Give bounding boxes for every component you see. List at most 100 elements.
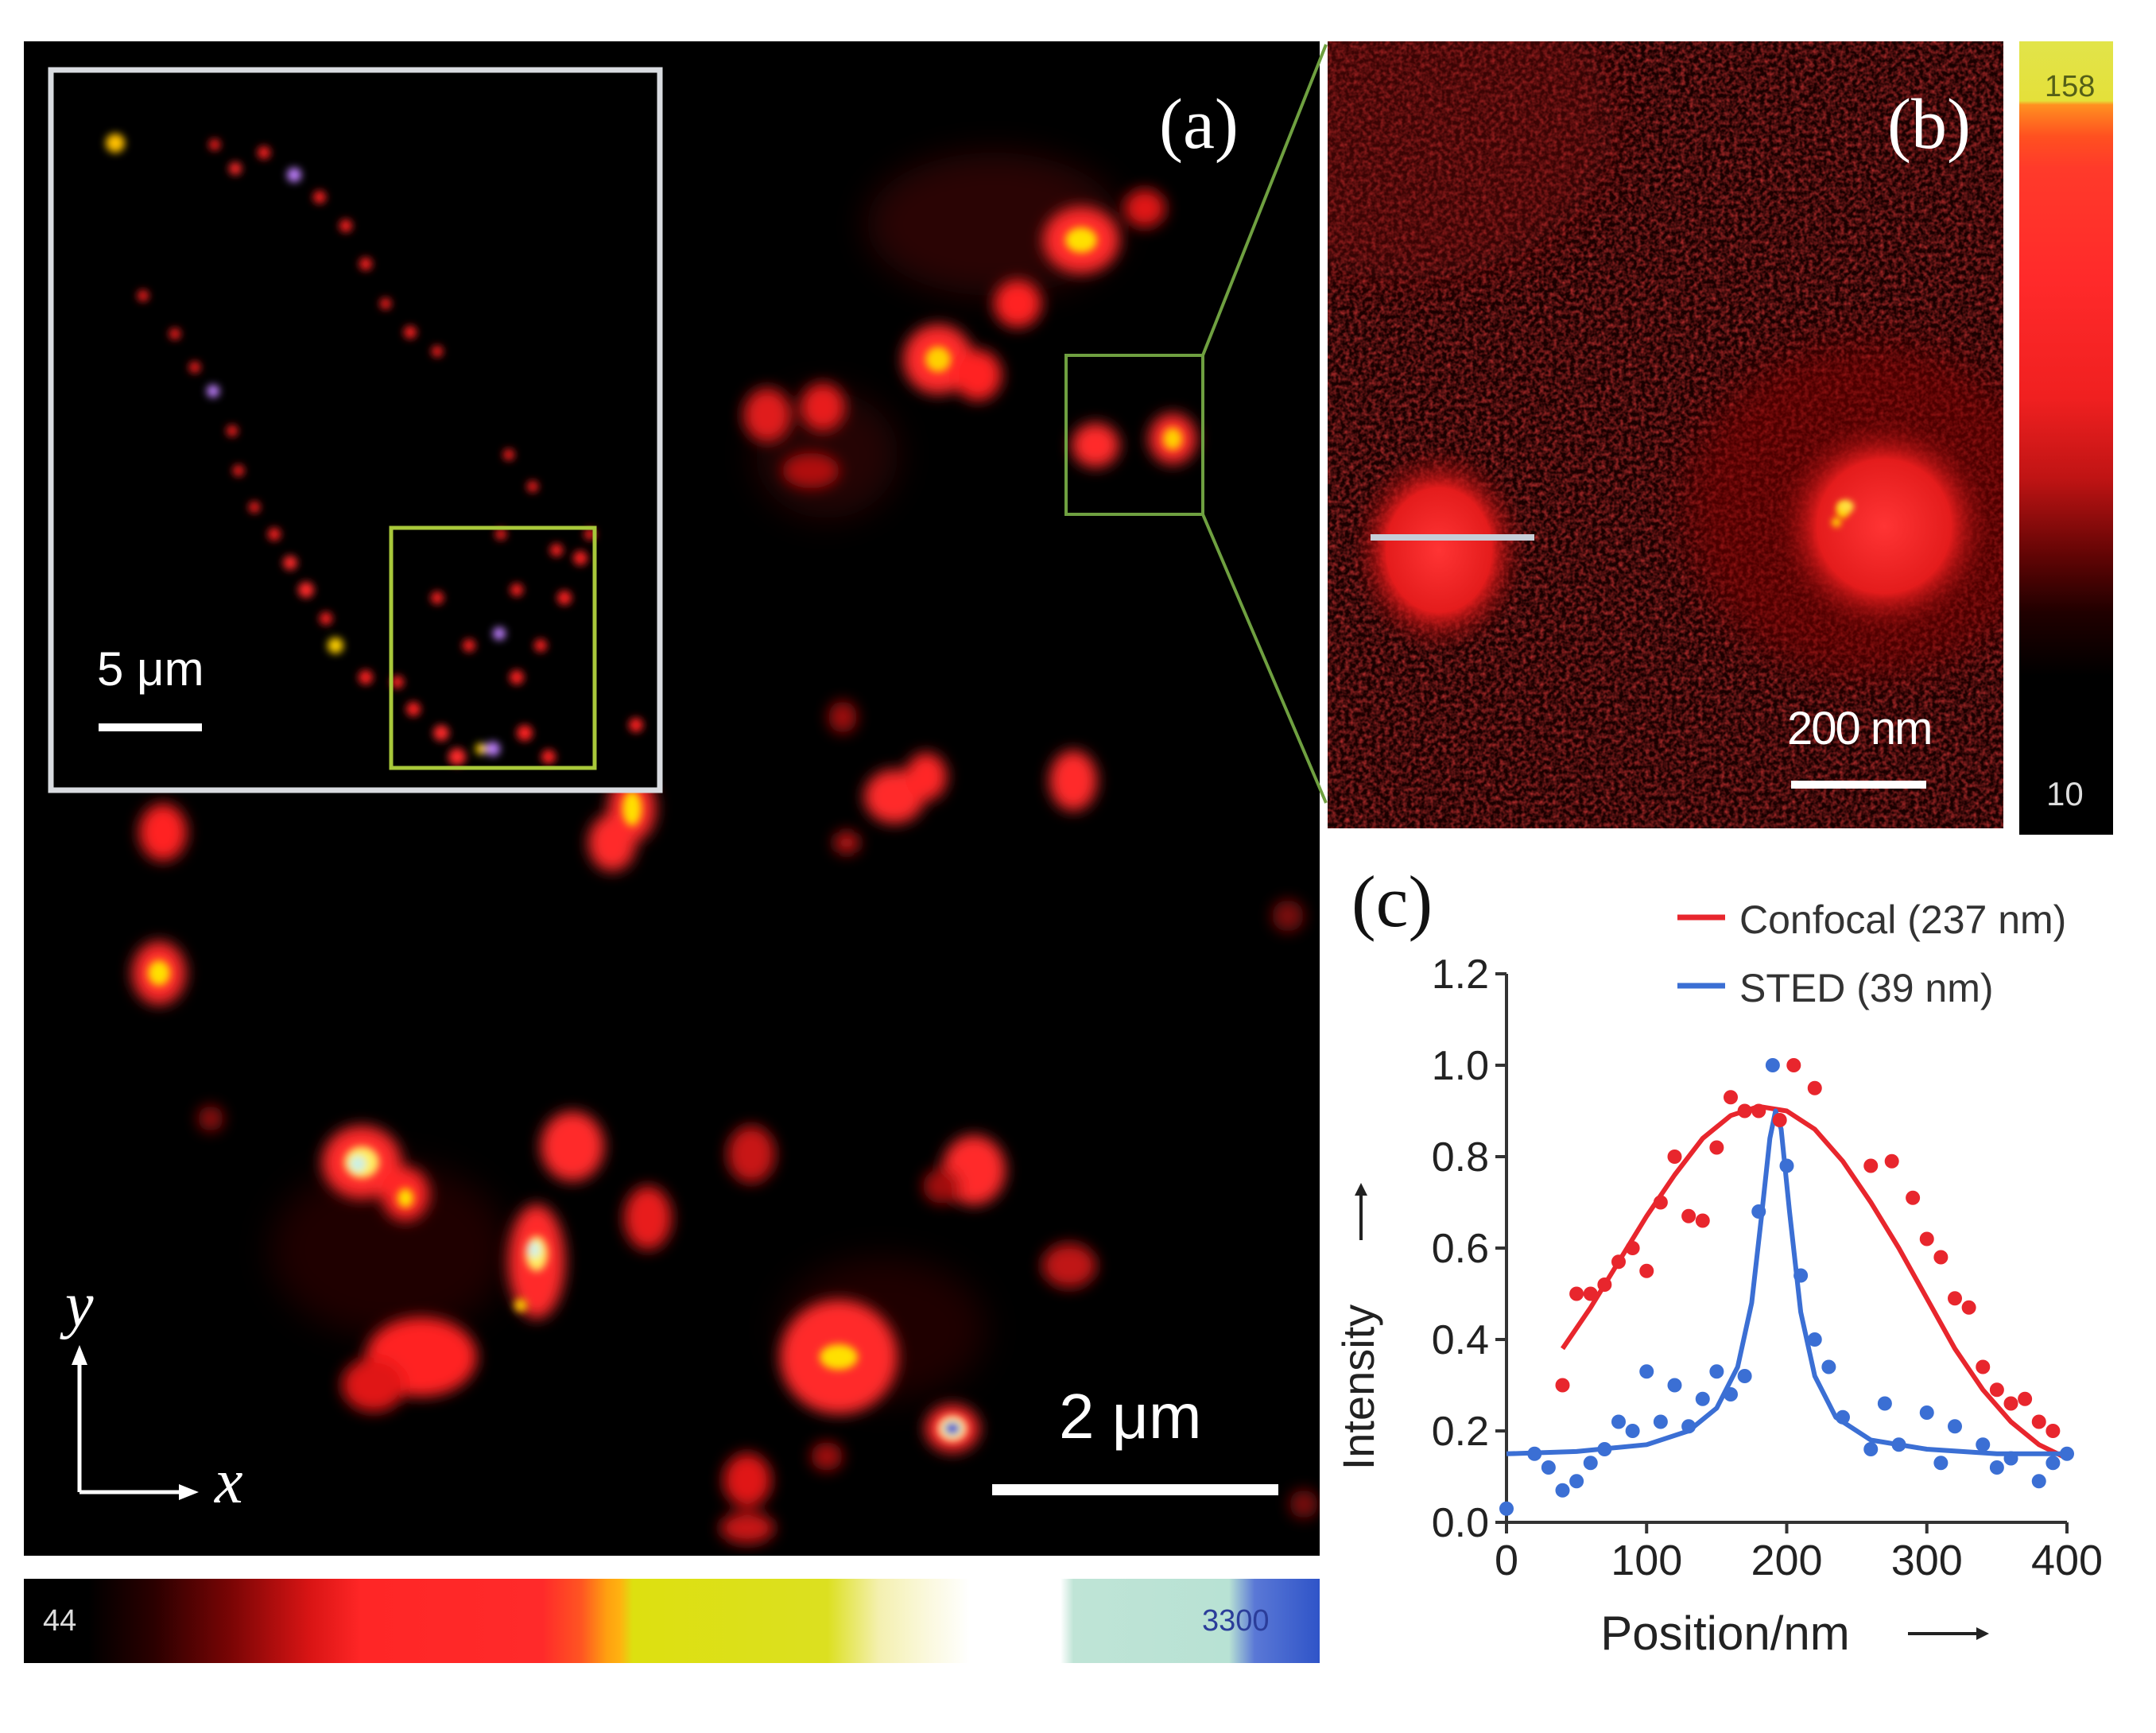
- confocal-data-point: [1695, 1213, 1710, 1228]
- sted-data-point: [1625, 1424, 1640, 1438]
- sted-data-point: [1891, 1437, 1906, 1452]
- inset-cell-puncta: [106, 134, 643, 766]
- confocal-data-point: [1625, 1241, 1640, 1255]
- sted-data-point: [1793, 1268, 1809, 1283]
- confocal-data-point: [1639, 1263, 1654, 1278]
- sted-data-point: [2031, 1474, 2046, 1489]
- chart-x-label-arrow: [1908, 1627, 1989, 1640]
- chart-c: 0 100 200 300 400 0.0 0.2 0.4 0.6 0.8 1.0 1.2 Confo…: [1333, 898, 2103, 1660]
- confocal-data-point: [1667, 1150, 1682, 1164]
- panel-a: (a) 5 μm 2 μm y x: [24, 41, 1320, 1556]
- chart-legend: Confocal (237 nm) STED (39 nm): [1677, 898, 2066, 1010]
- y-tick-label: 0.4: [1432, 1317, 1489, 1363]
- colorbar-b-max-label: 158: [2045, 70, 2096, 103]
- chart-x-label: Position/nm: [1600, 1607, 1849, 1660]
- confocal-data-point: [1906, 1190, 1921, 1205]
- inset-scale-bar: [99, 723, 202, 731]
- legend-confocal-label: Confocal (237 nm): [1739, 898, 2066, 942]
- sted-data-point: [1919, 1405, 1934, 1420]
- confocal-data-point: [1863, 1158, 1879, 1173]
- inset-frame: [48, 67, 663, 793]
- axis-indicator: [72, 1345, 199, 1500]
- confocal-data-point: [1919, 1231, 1934, 1246]
- confocal-data-point: [1724, 1090, 1738, 1105]
- sted-data-point: [1639, 1364, 1654, 1379]
- sted-data-point: [1989, 1460, 2004, 1475]
- y-tick-label: 1.0: [1432, 1043, 1489, 1089]
- panel-c-label: (c): [1351, 861, 1433, 942]
- chart-tick-labels: 0 100 200 300 400 0.0 0.2 0.4 0.6 0.8 1.0 1.2: [1432, 952, 2103, 1584]
- panel-b-label: (b): [1887, 85, 1971, 164]
- sted-data-point: [1667, 1378, 1682, 1393]
- confocal-data-point: [2018, 1391, 2033, 1406]
- confocal-data-point: [1583, 1286, 1598, 1301]
- sted-data-point: [1555, 1483, 1570, 1498]
- sted-data-point: [1976, 1437, 1991, 1452]
- sted-data-point: [1653, 1414, 1668, 1429]
- y-tick-label: 0.6: [1432, 1226, 1489, 1272]
- panel-b: (b) 200 nm: [1200, 0, 2051, 828]
- y-tick-label: 0.8: [1432, 1134, 1489, 1181]
- x-tick-label: 100: [1611, 1537, 1682, 1584]
- sted-data-point: [2003, 1451, 2018, 1466]
- chart-axes: [1495, 972, 2069, 1533]
- scale-bar-b: [1791, 781, 1926, 789]
- inset-zoom-box: [389, 525, 597, 770]
- chart-y-label-arrow: [1355, 1183, 1367, 1240]
- confocal-data-point: [1948, 1291, 1962, 1306]
- confocal-spot-left: [1351, 447, 1526, 653]
- y-tick-label: 0.0: [1432, 1500, 1489, 1546]
- scale-bar-a: [992, 1484, 1278, 1495]
- sted-data-point: [1836, 1409, 1850, 1425]
- sted-data-point: [1499, 1501, 1514, 1516]
- colorbar-b: 158 10: [2019, 41, 2113, 835]
- confocal-data-point: [1961, 1300, 1976, 1315]
- zoom-region-box: [1064, 354, 1204, 516]
- confocal-data-point: [1772, 1113, 1787, 1127]
- scale-bar-a-label: 2 μm: [1059, 1381, 1202, 1452]
- sted-data-point: [1695, 1391, 1710, 1406]
- sted-data-point: [2060, 1446, 2074, 1461]
- sted-data-point: [2045, 1456, 2061, 1471]
- inset-scale-label: 5 μm: [97, 642, 204, 696]
- sted-data-point: [1527, 1446, 1542, 1461]
- x-tick-label: 200: [1751, 1537, 1822, 1584]
- colorbar-a-min-label: 44: [43, 1604, 77, 1638]
- y-tick-label: 0.2: [1432, 1409, 1489, 1455]
- confocal-data-point: [1569, 1286, 1584, 1301]
- confocal-data-point: [1611, 1254, 1626, 1270]
- confocal-data-point: [2003, 1396, 2018, 1411]
- confocal-data-point: [1933, 1250, 1949, 1265]
- confocal-data-point: [1709, 1140, 1724, 1155]
- x-tick-label: 400: [2031, 1537, 2103, 1584]
- puncta-red: [132, 189, 1318, 1544]
- scale-bar-b-label: 200 nm: [1787, 703, 1933, 754]
- confocal-data-point: [2031, 1414, 2046, 1429]
- confocal-data-point: [1751, 1103, 1766, 1119]
- colorbar-b-min-label: 10: [2046, 775, 2084, 812]
- confocal-data-point: [1555, 1378, 1570, 1393]
- confocal-data-point: [1989, 1382, 2004, 1398]
- panel-a-label: (a): [1159, 85, 1239, 164]
- sted-data-point: [1948, 1419, 1962, 1434]
- sted-data-point: [1821, 1359, 1836, 1374]
- y-tick-label: 1.2: [1432, 952, 1489, 998]
- sted-data-point: [1877, 1396, 1892, 1411]
- confocal-data-point: [1786, 1058, 1801, 1072]
- sted-data-point: [1541, 1460, 1556, 1475]
- sted-data-point: [1737, 1369, 1752, 1383]
- colorbar-a-max-label: 3300: [1202, 1604, 1270, 1638]
- confocal-data-point: [1681, 1208, 1696, 1223]
- sted-data-point: [1569, 1474, 1584, 1489]
- legend-sted-label: STED (39 nm): [1739, 966, 1994, 1010]
- x-tick-label: 0: [1495, 1537, 1518, 1584]
- sted-data-point: [1765, 1058, 1780, 1072]
- chart-y-label: Intensity: [1333, 1305, 1383, 1471]
- chart-data-points: [1499, 1058, 2074, 1516]
- puncta-bright-cores: [148, 227, 1182, 1441]
- confocal-data-point: [1737, 1103, 1752, 1119]
- sted-data-point: [1863, 1442, 1879, 1456]
- colorbar-a: 44 3300: [24, 1579, 1320, 1663]
- confocal-fit-line: [1561, 1103, 2069, 1461]
- sted-data-point: [1751, 1204, 1766, 1219]
